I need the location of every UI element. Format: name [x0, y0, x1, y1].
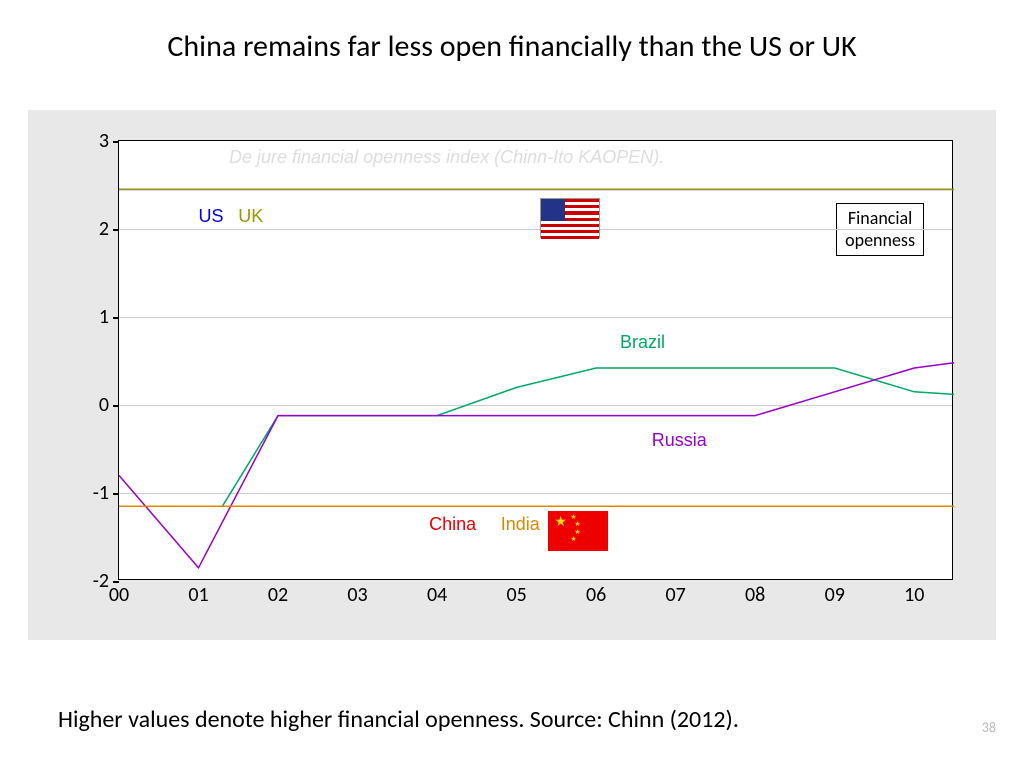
series-label-uk: UK: [238, 206, 263, 227]
ytick-label: 3: [99, 129, 109, 153]
plot-area: De jure financial openness index (Chinn-…: [118, 140, 953, 580]
xtick-label: 02: [268, 583, 288, 607]
xtick-label: 05: [506, 583, 526, 607]
series-label-india: India: [501, 514, 540, 535]
xtick-label: 09: [825, 583, 845, 607]
series-label-russia: Russia: [652, 430, 707, 451]
series-label-us: US: [199, 206, 224, 227]
series-line-russia: [119, 363, 954, 568]
xtick-label: 01: [188, 583, 208, 607]
xtick-label: 06: [586, 583, 606, 607]
ytick-label: 2: [99, 217, 109, 241]
xtick-label: 04: [427, 583, 447, 607]
ytick-label: 0: [99, 393, 109, 417]
series-label-brazil: Brazil: [620, 332, 665, 353]
chart-container: De jure financial openness index (Chinn-…: [28, 110, 996, 640]
caption-text: Higher values denote higher financial op…: [58, 705, 739, 734]
china-flag-icon: ★ ★ ★ ★ ★: [548, 511, 608, 551]
xtick-label: 03: [347, 583, 367, 607]
page-number: 38: [982, 719, 996, 736]
xtick-label: 07: [666, 583, 686, 607]
series-line-brazil: [119, 368, 954, 506]
ytick-label: -1: [93, 481, 109, 505]
xtick-label: 10: [904, 583, 924, 607]
ytick-label: 1: [99, 305, 109, 329]
page-title: China remains far less open financially …: [0, 28, 1024, 65]
series-label-china: China: [429, 514, 476, 535]
ytick-label: -2: [93, 569, 109, 593]
us-flag-icon: [540, 198, 600, 238]
xtick-label: 00: [109, 583, 129, 607]
xtick-label: 08: [745, 583, 765, 607]
